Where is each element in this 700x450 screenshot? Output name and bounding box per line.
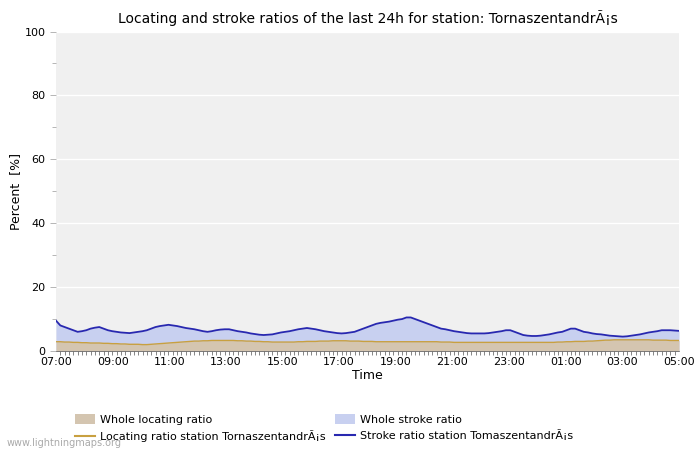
Text: www.lightningmaps.org: www.lightningmaps.org <box>7 438 122 448</box>
Y-axis label: Percent  [%]: Percent [%] <box>9 153 22 230</box>
X-axis label: Time: Time <box>352 369 383 382</box>
Legend: Whole locating ratio, Locating ratio station TornaszentandrÃ¡s, Whole stroke rat: Whole locating ratio, Locating ratio sta… <box>74 414 573 442</box>
Title: Locating and stroke ratios of the last 24h for station: TornaszentandrÃ¡s: Locating and stroke ratios of the last 2… <box>118 10 617 26</box>
